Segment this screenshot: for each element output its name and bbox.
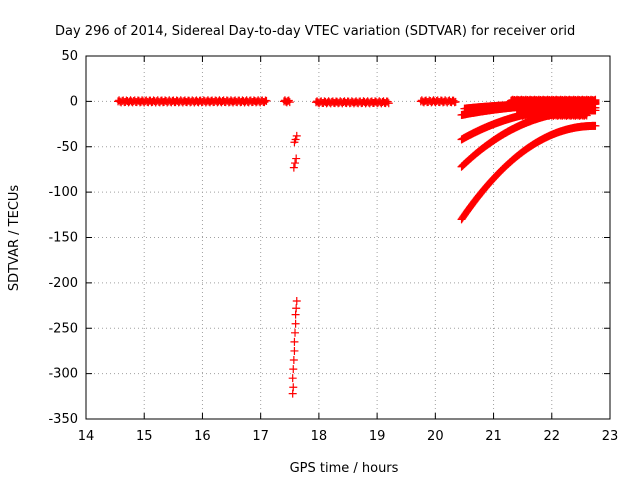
data-point (262, 96, 271, 105)
chart-title: Day 296 of 2014, Sidereal Day-to-day VTE… (55, 24, 575, 39)
x-tick-label: 15 (136, 429, 153, 444)
data-point (289, 383, 298, 392)
y-tick-label: 50 (61, 49, 78, 64)
data-point (285, 98, 294, 107)
y-tick-label: -300 (48, 367, 78, 382)
data-point (582, 107, 591, 116)
data-point (284, 96, 293, 105)
x-tick-label: 20 (427, 429, 444, 444)
data-point (291, 135, 300, 144)
x-tick-label: 22 (544, 429, 561, 444)
tick-layer: 14 15 16 17 18 19 20 21 22 23 50 0 -50 -100 -150 -200 -2… (48, 49, 618, 444)
x-tick-label: 17 (252, 429, 269, 444)
data-point (289, 356, 298, 365)
data-point (383, 97, 392, 106)
x-tick-label: 18 (311, 429, 328, 444)
y-tick-label: -250 (48, 321, 78, 336)
data-point (292, 154, 301, 163)
x-tick-label: 23 (602, 429, 619, 444)
y-tick-label: -200 (48, 276, 78, 291)
x-tick-label: 16 (194, 429, 211, 444)
y-tick-label: -150 (48, 231, 78, 246)
data-point (292, 304, 301, 313)
data-point (591, 95, 600, 104)
x-tick-label: 21 (485, 429, 502, 444)
x-tick-label: 19 (369, 429, 386, 444)
data-point (291, 159, 300, 168)
data-point (451, 97, 460, 106)
y-tick-label: -350 (48, 412, 78, 427)
y-tick-label: -100 (48, 185, 78, 200)
data-point (292, 131, 301, 140)
x-axis-title: GPS time / hours (290, 461, 399, 476)
data-point (291, 328, 300, 337)
data-layer (114, 95, 600, 398)
data-point (288, 374, 297, 383)
data-point (290, 346, 299, 355)
y-axis-title: SDTVAR / TECUs (7, 185, 22, 292)
data-point (289, 365, 298, 374)
data-point (384, 99, 393, 108)
y-tick-label: 0 (70, 94, 78, 109)
data-point (290, 337, 299, 346)
plot-frame (85, 55, 611, 420)
data-point (289, 163, 298, 172)
data-point (591, 121, 600, 130)
data-point (291, 319, 300, 328)
y-tick-label: -50 (57, 140, 78, 155)
data-point (292, 297, 301, 306)
x-tick-label: 14 (78, 429, 95, 444)
